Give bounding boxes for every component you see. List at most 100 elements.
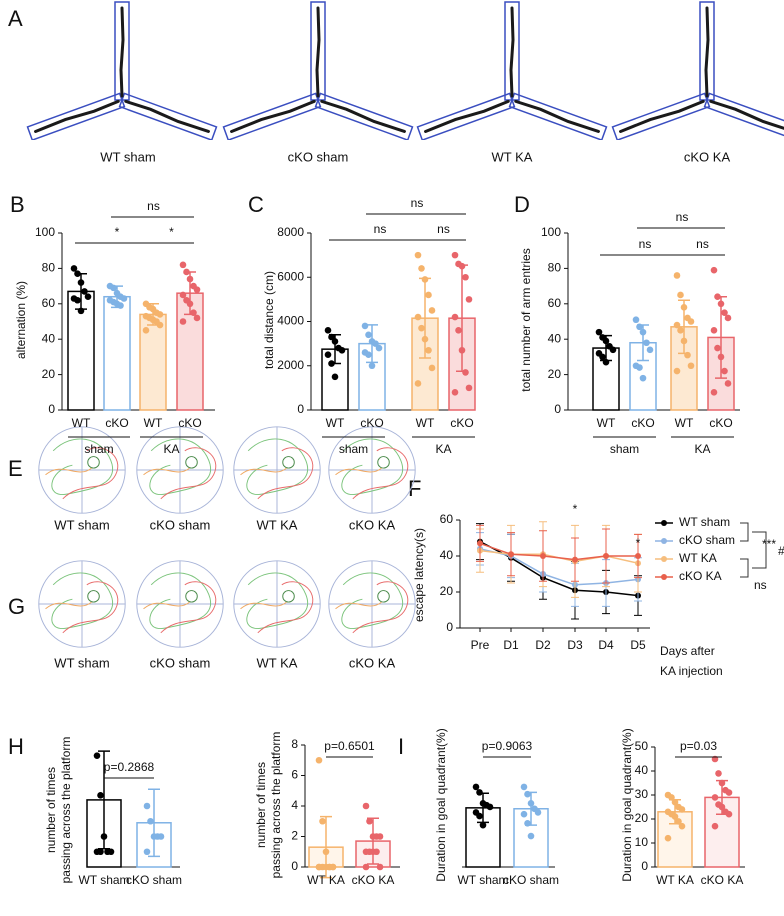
- data-point: [451, 313, 459, 321]
- data-point: [725, 789, 733, 796]
- y-tick-label: 60: [548, 296, 562, 310]
- data-point: [142, 327, 150, 334]
- data-point: [97, 792, 104, 799]
- maze-label: cKO sham: [288, 149, 349, 164]
- swim-track: [38, 426, 126, 514]
- data-point: [677, 291, 684, 299]
- data-point: [315, 863, 323, 871]
- data-point: [451, 389, 459, 396]
- data-point: [508, 551, 514, 558]
- data-point: [687, 362, 695, 370]
- x-tick-label: cKO: [178, 416, 201, 430]
- track-label: cKO KA: [349, 517, 396, 532]
- error-bar: [98, 750, 110, 850]
- data-point: [724, 380, 732, 387]
- comparison-label: ns: [374, 222, 387, 236]
- error-bar: [75, 272, 87, 310]
- data-point: [714, 344, 721, 352]
- data-point: [477, 540, 483, 547]
- x-tick-label: cKO sham: [126, 873, 182, 887]
- y-tick-label: 20: [548, 367, 562, 381]
- group-label: sham: [610, 442, 639, 456]
- series-line: [479, 540, 639, 597]
- x-tick-label: WT: [326, 416, 345, 430]
- maze-label: WT KA: [492, 149, 533, 164]
- data-point: [373, 848, 380, 856]
- y-axis-label: alternation (%): [14, 281, 28, 359]
- series-line: [479, 549, 639, 564]
- data-point: [365, 351, 372, 358]
- y-tick-label: 10: [635, 835, 649, 849]
- error-bar: [477, 792, 489, 824]
- data-point: [540, 553, 546, 559]
- data-point: [329, 863, 337, 871]
- significance-brackets: [740, 522, 767, 578]
- data-point: [319, 817, 326, 825]
- data-point: [418, 265, 425, 272]
- data-point: [476, 789, 483, 796]
- error-bar: [637, 324, 649, 362]
- x-tick-label: cKO: [709, 416, 732, 430]
- legend-swatch: [661, 538, 667, 544]
- data-point: [721, 367, 728, 375]
- x-tick-label: WT KA: [307, 873, 345, 887]
- data-point: [724, 314, 732, 322]
- data-point: [74, 296, 81, 304]
- swim-track: [233, 426, 321, 514]
- error-bar: [320, 815, 332, 879]
- data-point: [315, 756, 323, 764]
- x-tick-label: Pre: [471, 638, 490, 652]
- data-point: [362, 863, 370, 871]
- data-point: [462, 273, 469, 281]
- data-point: [687, 318, 695, 325]
- y-axis-label: escape latency(s): [412, 528, 426, 622]
- x-tick-label: WT sham: [78, 873, 129, 887]
- data-point: [710, 266, 718, 274]
- x-tick-label: cKO: [360, 416, 383, 430]
- data-point: [520, 810, 528, 818]
- x-tick-label: D1: [503, 638, 519, 652]
- data-point: [428, 364, 436, 372]
- p-value: p=0.03: [680, 739, 717, 753]
- y-tick-label: 20: [635, 811, 649, 825]
- data-point: [362, 802, 370, 810]
- data-point: [673, 367, 681, 375]
- error-bar: [148, 788, 160, 858]
- error-bar: [184, 271, 196, 316]
- data-point: [715, 770, 722, 777]
- data-point: [338, 346, 346, 354]
- y-axis-label: number of times: [254, 762, 268, 848]
- annotation: *: [573, 502, 578, 516]
- data-point: [677, 327, 684, 334]
- error-bar: [678, 299, 690, 355]
- x-tick-label: cKO: [450, 416, 473, 430]
- data-point: [156, 321, 164, 329]
- data-point: [372, 340, 379, 347]
- error-bar: [669, 799, 681, 825]
- y-axis-label: passing across the platform: [59, 737, 73, 884]
- comparison-label: ns: [411, 196, 424, 210]
- y-tick-label: 2: [291, 829, 298, 843]
- p-value: p=0.2868: [104, 760, 155, 774]
- data-point: [673, 272, 681, 279]
- track-label: WT KA: [257, 655, 298, 670]
- data-point: [725, 810, 733, 818]
- data-point: [425, 346, 432, 354]
- data-point: [70, 265, 78, 272]
- y-tick-label: 80: [548, 261, 562, 275]
- data-point: [476, 812, 483, 820]
- x-tick-label: D5: [630, 638, 646, 652]
- bar: [704, 796, 740, 868]
- series-line: [479, 542, 638, 561]
- panel-label: C: [248, 192, 264, 217]
- data-point: [609, 346, 617, 354]
- x-tick-label: WT: [597, 416, 616, 430]
- data-point: [673, 321, 681, 329]
- comparison-label: *: [115, 225, 120, 239]
- x-tick-label: WT: [675, 416, 694, 430]
- x-tick-label: WT: [72, 416, 91, 430]
- y-tick-label: 100: [35, 225, 55, 239]
- maze-label: cKO KA: [684, 149, 731, 164]
- y-tick-label: 6: [291, 768, 298, 782]
